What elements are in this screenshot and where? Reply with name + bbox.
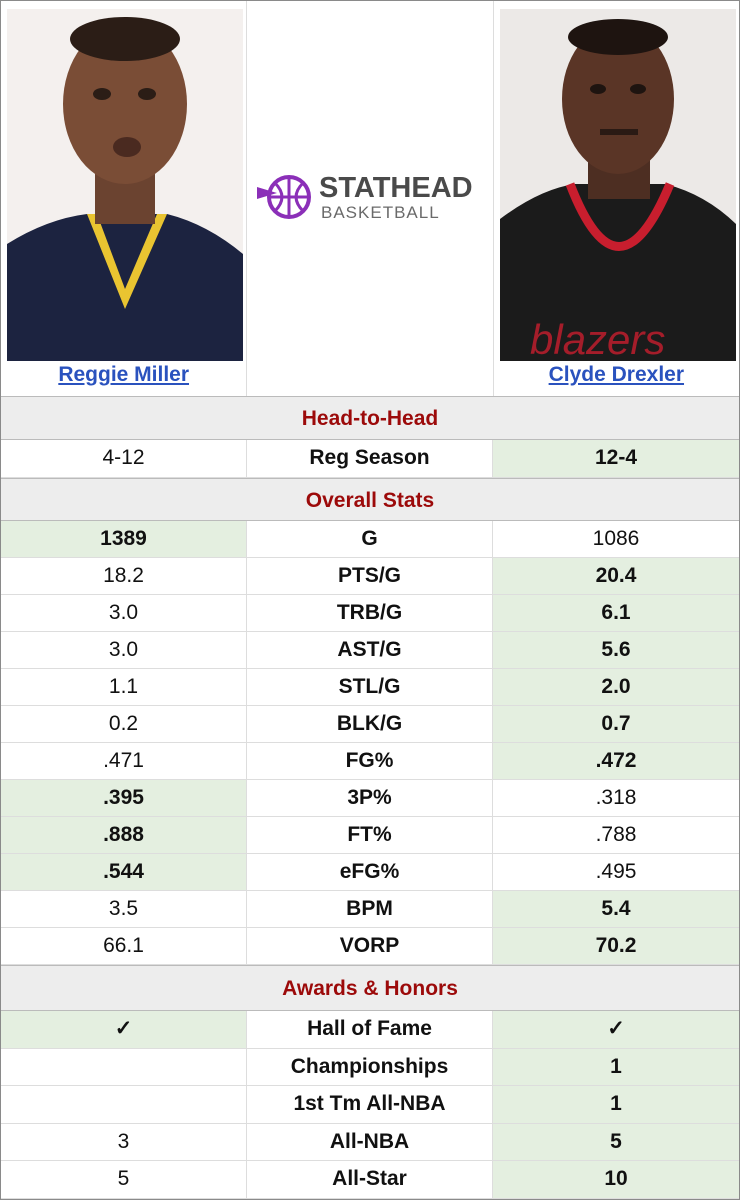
stat-label: AST/G (247, 632, 493, 668)
left-value: 3.0 (1, 632, 247, 668)
right-value: 20.4 (493, 558, 739, 594)
stat-label: TRB/G (247, 595, 493, 631)
left-value (1, 1086, 247, 1123)
stat-label: Hall of Fame (247, 1011, 493, 1048)
right-value: .495 (595, 860, 637, 883)
left-value: 3.0 (1, 595, 247, 631)
right-value: 5.6 (493, 632, 739, 668)
right-value: 5 (493, 1123, 739, 1161)
left-value: ✓ (1, 1011, 247, 1048)
left-value: .395 (1, 780, 247, 816)
stat-label: eFG% (247, 854, 493, 890)
stat-row: 0.2 BLK/G 0.7 (1, 706, 739, 743)
stat-row: 4-12 Reg Season 12-4 (1, 440, 739, 478)
stat-row: Championships 1 (1, 1048, 739, 1087)
right-value: 5.4 (493, 891, 739, 927)
stat-label: BPM (247, 891, 493, 927)
left-value: 66.1 (1, 928, 247, 964)
stat-row: 1.1 STL/G 2.0 (1, 669, 739, 706)
stat-label: FG% (247, 743, 493, 779)
stat-row: 1389 G 1086 (1, 521, 739, 558)
stat-label: G (247, 521, 493, 557)
stat-label: All-NBA (247, 1123, 493, 1161)
stat-row: 66.1 VORP 70.2 (1, 928, 739, 965)
stat-row: .888 FT% .788 (1, 817, 739, 854)
left-value: 18.2 (1, 558, 247, 594)
left-value: 1.1 (1, 669, 247, 705)
section-header: Head-to-Head (1, 397, 739, 440)
stat-label: 3P% (247, 780, 493, 816)
svg-text:blazers: blazers (530, 316, 665, 361)
right-value: 1 (493, 1048, 739, 1086)
left-value: 3 (1, 1123, 247, 1161)
stat-label: PTS/G (247, 558, 493, 594)
right-value: .318 (595, 786, 637, 809)
stat-row: .395 3P% .318 (1, 780, 739, 817)
section-header: Awards & Honors (1, 965, 739, 1011)
stat-row: 18.2 PTS/G 20.4 (1, 558, 739, 595)
left-value: 4-12 (1, 440, 247, 477)
right-value: 0.7 (493, 706, 739, 742)
left-value: 0.2 (1, 706, 247, 742)
right-value: 1086 (592, 527, 640, 550)
stat-row: .471 FG% .472 (1, 743, 739, 780)
stat-label: VORP (247, 928, 493, 964)
stat-row: 1st Tm All-NBA 1 (1, 1086, 739, 1124)
left-player: Reggie Miller (1, 1, 248, 396)
logo-subtitle: BASKETBALL (321, 203, 440, 222)
stat-row: .544 eFG% .495 (1, 854, 739, 891)
stat-row: 3.0 TRB/G 6.1 (1, 595, 739, 632)
left-value: 3.5 (1, 891, 247, 927)
left-value: 5 (1, 1161, 247, 1198)
right-value: 2.0 (493, 669, 739, 705)
stat-label: STL/G (247, 669, 493, 705)
right-value: .788 (595, 823, 637, 846)
stat-row: ✓ Hall of Fame ✓ (1, 1011, 739, 1049)
stat-label: 1st Tm All-NBA (247, 1086, 493, 1123)
player-photo (7, 9, 243, 361)
stat-row: 3 All-NBA 5 (1, 1123, 739, 1162)
left-value: .544 (1, 854, 247, 890)
right-player: blazers Clyde Drexler (494, 1, 739, 396)
stat-label: FT% (247, 817, 493, 853)
stat-label: Reg Season (247, 440, 493, 477)
stat-row: 3.5 BPM 5.4 (1, 891, 739, 928)
header: Reggie Miller STATHEAD BASKETBALL (1, 1, 739, 397)
player-name[interactable]: Reggie Miller (58, 363, 190, 386)
stat-label: BLK/G (247, 706, 493, 742)
left-value: .888 (1, 817, 247, 853)
right-value: 70.2 (493, 928, 739, 964)
right-value: .472 (493, 743, 739, 779)
stat-label: Championships (247, 1048, 493, 1086)
stat-label: All-Star (247, 1161, 493, 1198)
left-value: 1389 (1, 521, 247, 557)
left-value: .471 (1, 743, 247, 779)
right-value: 6.1 (493, 595, 739, 631)
logo-column: STATHEAD BASKETBALL (247, 1, 494, 396)
player-photo: blazers (499, 9, 736, 361)
player-name[interactable]: Clyde Drexler (548, 363, 685, 386)
left-value (1, 1048, 247, 1086)
logo-title: STATHEAD (319, 173, 473, 204)
right-value: 10 (493, 1161, 739, 1198)
section-header: Overall Stats (1, 478, 739, 521)
stat-row: 5 All-Star 10 (1, 1161, 739, 1199)
right-value: 12-4 (493, 440, 739, 477)
stats-table: Head-to-Head 4-12 Reg Season 12-4 Overall St… (1, 397, 739, 1199)
logo: STATHEAD BASKETBALL (257, 173, 473, 222)
right-value: 1 (493, 1086, 739, 1123)
right-value: ✓ (493, 1011, 739, 1048)
stat-row: 3.0 AST/G 5.6 (1, 632, 739, 669)
